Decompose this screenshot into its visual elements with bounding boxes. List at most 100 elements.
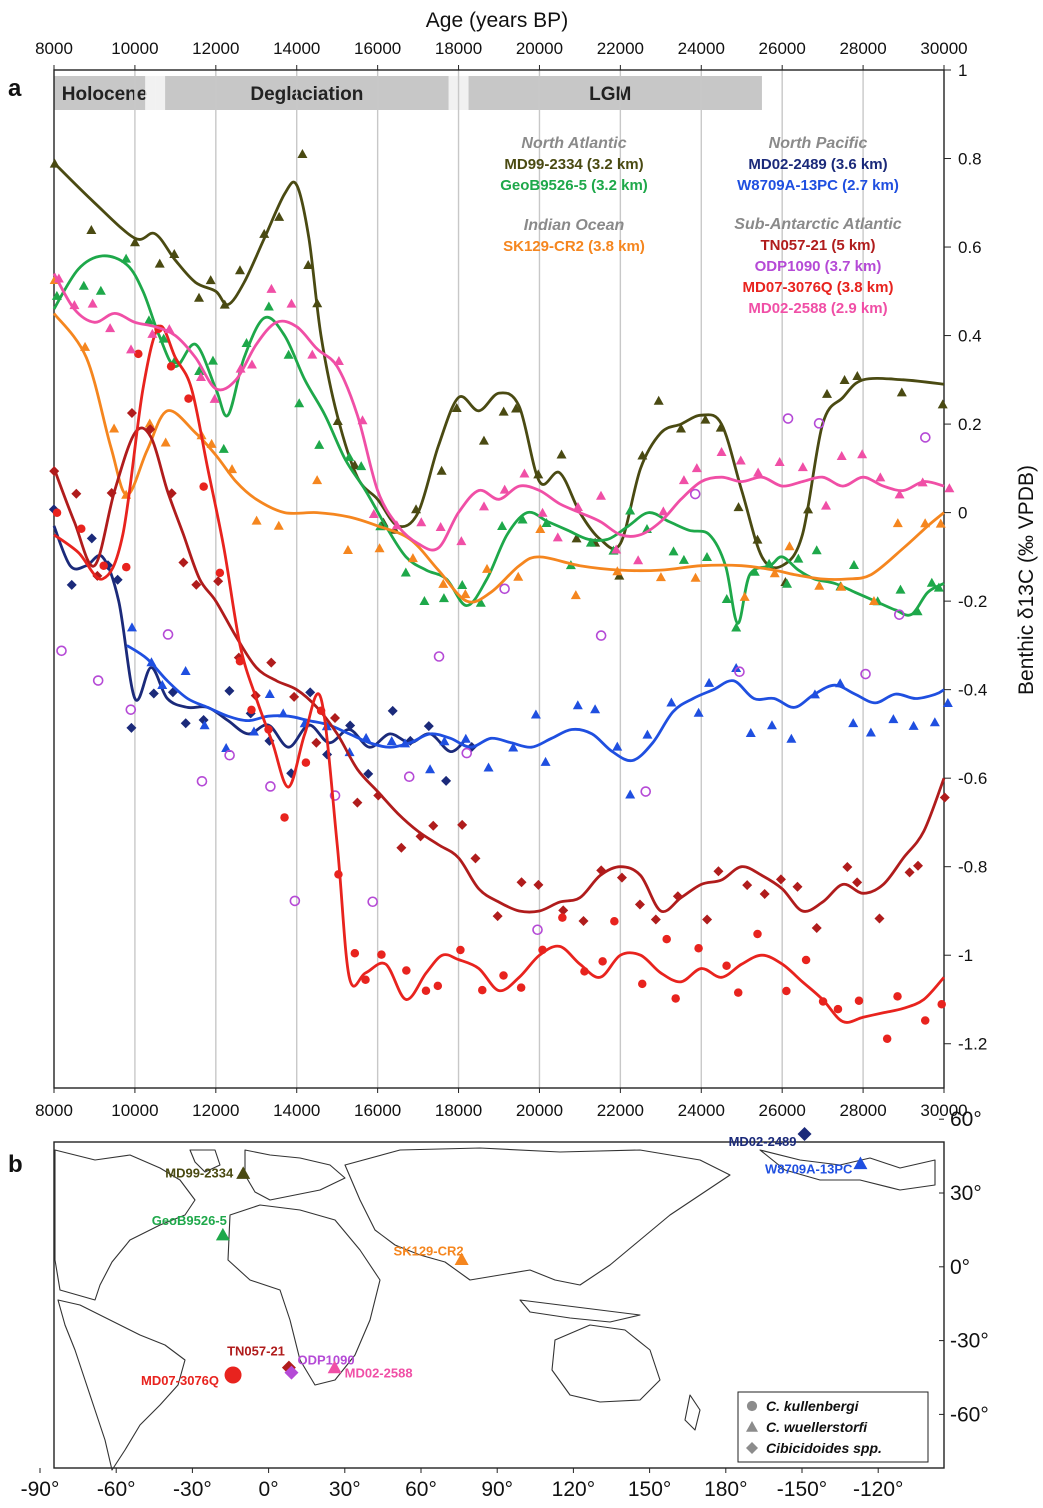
data-point (516, 877, 527, 888)
data-point (530, 709, 541, 719)
data-point (689, 488, 701, 500)
marker-key-symbol (746, 1421, 758, 1432)
core-site-label: MD02-2489 (729, 1134, 797, 1149)
data-point (439, 736, 450, 746)
lon-tick-label: 60° (405, 1478, 437, 1501)
data-point (215, 568, 225, 578)
data-point (704, 677, 715, 687)
data-point (753, 929, 762, 939)
data-point (766, 720, 777, 730)
data-point (148, 688, 159, 699)
lon-tick-label: 150° (628, 1478, 671, 1501)
lat-tick-label: 60° (950, 1108, 982, 1131)
data-point (888, 714, 899, 724)
data-point (822, 388, 833, 398)
data-point (356, 461, 367, 471)
data-point (942, 697, 953, 707)
legend-entry: MD02-2489 (3.6 km) (748, 156, 887, 173)
data-point (733, 502, 744, 512)
data-point (224, 749, 235, 761)
core-site-marker (224, 1366, 242, 1384)
data-point (675, 423, 686, 433)
data-point (842, 861, 853, 872)
y-tick-label: 0.6 (958, 238, 982, 257)
x-axis-title: Age (years BP) (426, 9, 568, 32)
band-fade (145, 76, 166, 110)
data-point (263, 301, 274, 311)
data-point (66, 579, 77, 590)
data-point (753, 467, 764, 477)
x-tick-label: 30000 (920, 39, 967, 58)
data-point (782, 986, 791, 996)
data-point (852, 877, 863, 888)
data-point (625, 505, 636, 515)
data-point (552, 532, 563, 542)
lon-tick-label: -60° (97, 1478, 136, 1501)
data-point (742, 880, 753, 891)
lon-tick-label: 90° (481, 1478, 513, 1501)
data-point (668, 546, 679, 556)
x-tick-label: 24000 (678, 39, 725, 58)
data-point (739, 591, 750, 601)
lon-tick-label: -120° (853, 1478, 903, 1501)
data-point (126, 408, 137, 419)
data-point (86, 533, 97, 544)
data-point (784, 541, 795, 551)
series-line (52, 272, 945, 552)
data-point (702, 914, 713, 925)
data-point (305, 687, 316, 698)
data-point (811, 923, 822, 934)
data-point (499, 484, 510, 494)
core-site-label: ODP1090 (297, 1353, 354, 1368)
period-label: Deglaciation (250, 84, 363, 105)
data-point (814, 580, 825, 590)
data-point (438, 578, 449, 588)
series-line (52, 312, 945, 604)
data-point (813, 418, 825, 429)
panel-b-letter: b (8, 1151, 23, 1178)
data-point (642, 729, 653, 739)
period-label: LGM (589, 84, 631, 105)
data-point (716, 446, 727, 456)
data-point (470, 853, 481, 864)
x-tick-label: 30000 (920, 1101, 967, 1120)
data-point (274, 211, 285, 221)
data-point (92, 675, 104, 686)
data-point (345, 720, 356, 731)
core-site-marker (797, 1126, 812, 1141)
core-site-marker (284, 1365, 299, 1380)
x-tick-label: 18000 (435, 1101, 482, 1120)
data-point (194, 365, 205, 375)
data-point (266, 283, 277, 293)
data-point (513, 571, 524, 581)
legend-entry: W8709A-13PC (2.7 km) (737, 177, 899, 194)
data-point (731, 622, 742, 632)
data-point (478, 985, 487, 995)
data-point (638, 979, 647, 989)
legend-entry: GeoB9526-5 (3.2 km) (500, 177, 648, 194)
data-point (595, 630, 607, 641)
data-point (374, 543, 385, 553)
y-tick-label: 0 (958, 504, 967, 523)
data-point (854, 996, 864, 1005)
x-tick-label: 24000 (678, 1101, 725, 1120)
y-tick-label: -0.6 (958, 769, 987, 788)
data-point (857, 449, 868, 459)
data-point (307, 349, 318, 359)
data-point (457, 819, 468, 830)
y-tick-label: -1 (958, 946, 973, 965)
data-point (731, 662, 742, 672)
data-point (125, 704, 137, 715)
series-w8709a-13pc (126, 622, 953, 799)
data-point (939, 792, 950, 803)
data-point (333, 355, 344, 365)
data-point (610, 917, 619, 926)
x-tick-label: 12000 (192, 39, 239, 58)
data-point (213, 576, 224, 587)
y-ticks: 1 0.8 0.6 0.4 0.2 0 -0.2 -0.4 -0.6 -0.8 -1 -1.2 (944, 61, 987, 1054)
series-line (52, 525, 468, 753)
data-point (782, 578, 793, 588)
lon-tick-label: -30° (173, 1478, 212, 1501)
data-point (227, 464, 238, 474)
data-point (616, 872, 627, 883)
